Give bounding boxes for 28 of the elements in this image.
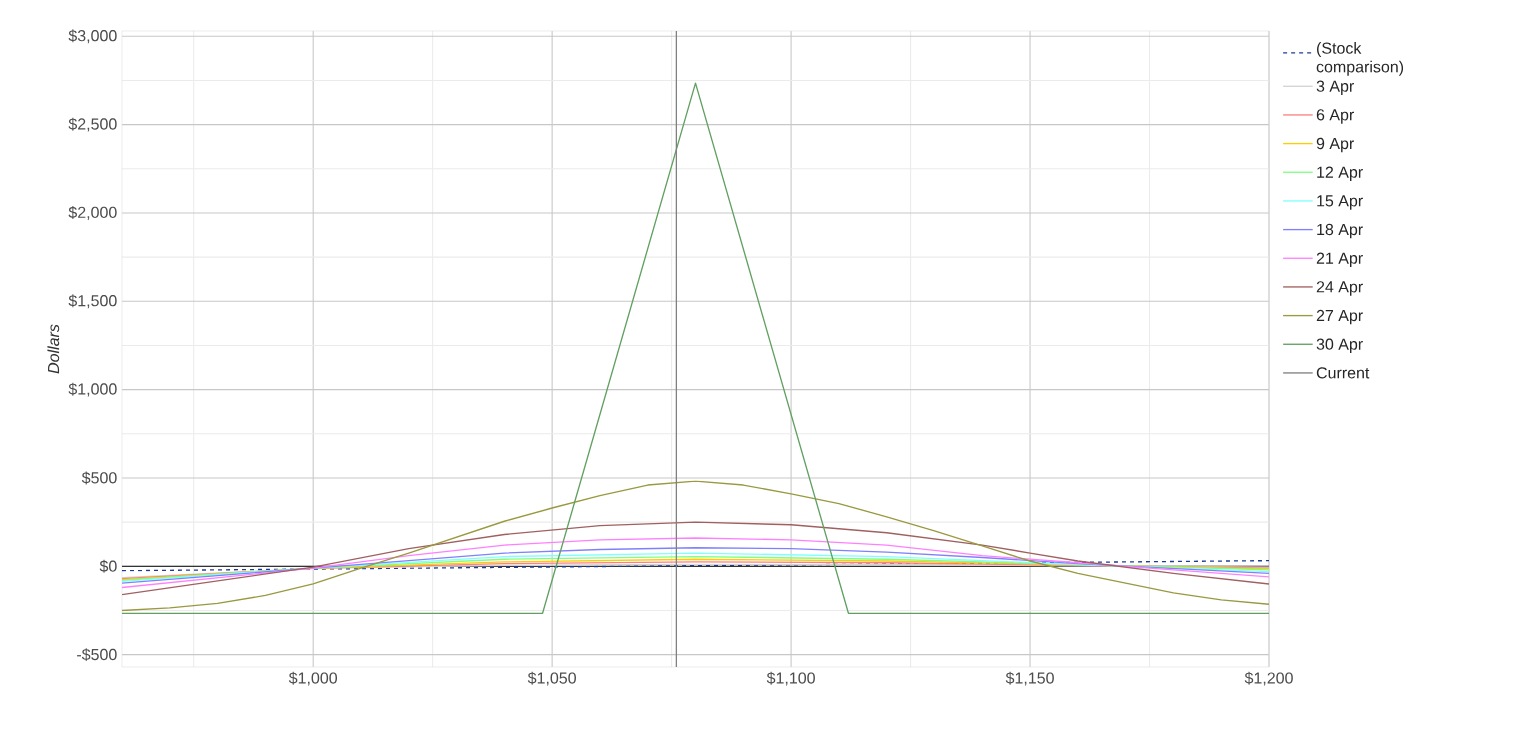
x-tick-label: $1,050 xyxy=(527,671,576,686)
legend-label: 27 Apr xyxy=(1316,309,1363,325)
y-tick-label: $1,500 xyxy=(68,294,117,309)
y-tick-label: $500 xyxy=(81,471,117,485)
legend-label: 6 Apr xyxy=(1316,109,1354,124)
legend-label: 24 Apr xyxy=(1316,281,1363,296)
y-tick-label: $3,000 xyxy=(68,29,117,44)
y-tick-label: $0 xyxy=(99,559,117,573)
line-series xyxy=(122,521,1270,596)
y-tick-label: $1,000 xyxy=(68,382,117,397)
x-tick-label: $1,100 xyxy=(766,671,815,686)
x-tick-label: $1,150 xyxy=(1005,671,1054,686)
legend-label: (Stock comparison) xyxy=(1316,42,1404,76)
legend-label: 18 Apr xyxy=(1317,223,1363,239)
legend-label: 9 Apr xyxy=(1316,137,1354,153)
x-tick-label: $1,200 xyxy=(1244,671,1293,686)
legend-label: 21 Apr xyxy=(1316,252,1363,267)
line-series xyxy=(122,537,1270,589)
legend-label: 30 Apr xyxy=(1316,338,1363,353)
legend-label: 3 Apr xyxy=(1316,80,1354,95)
y-axis-title: Dollars xyxy=(47,324,60,374)
legend-label: 15 Apr xyxy=(1317,195,1363,210)
legend-label: 12 Apr xyxy=(1317,166,1363,181)
y-tick-label: $2,000 xyxy=(68,206,117,220)
y-tick-label: $2,500 xyxy=(68,117,117,132)
legend-label: Current xyxy=(1316,367,1370,379)
x-tick-label: $1,000 xyxy=(288,671,338,686)
y-tick-label: -$500 xyxy=(77,648,117,662)
